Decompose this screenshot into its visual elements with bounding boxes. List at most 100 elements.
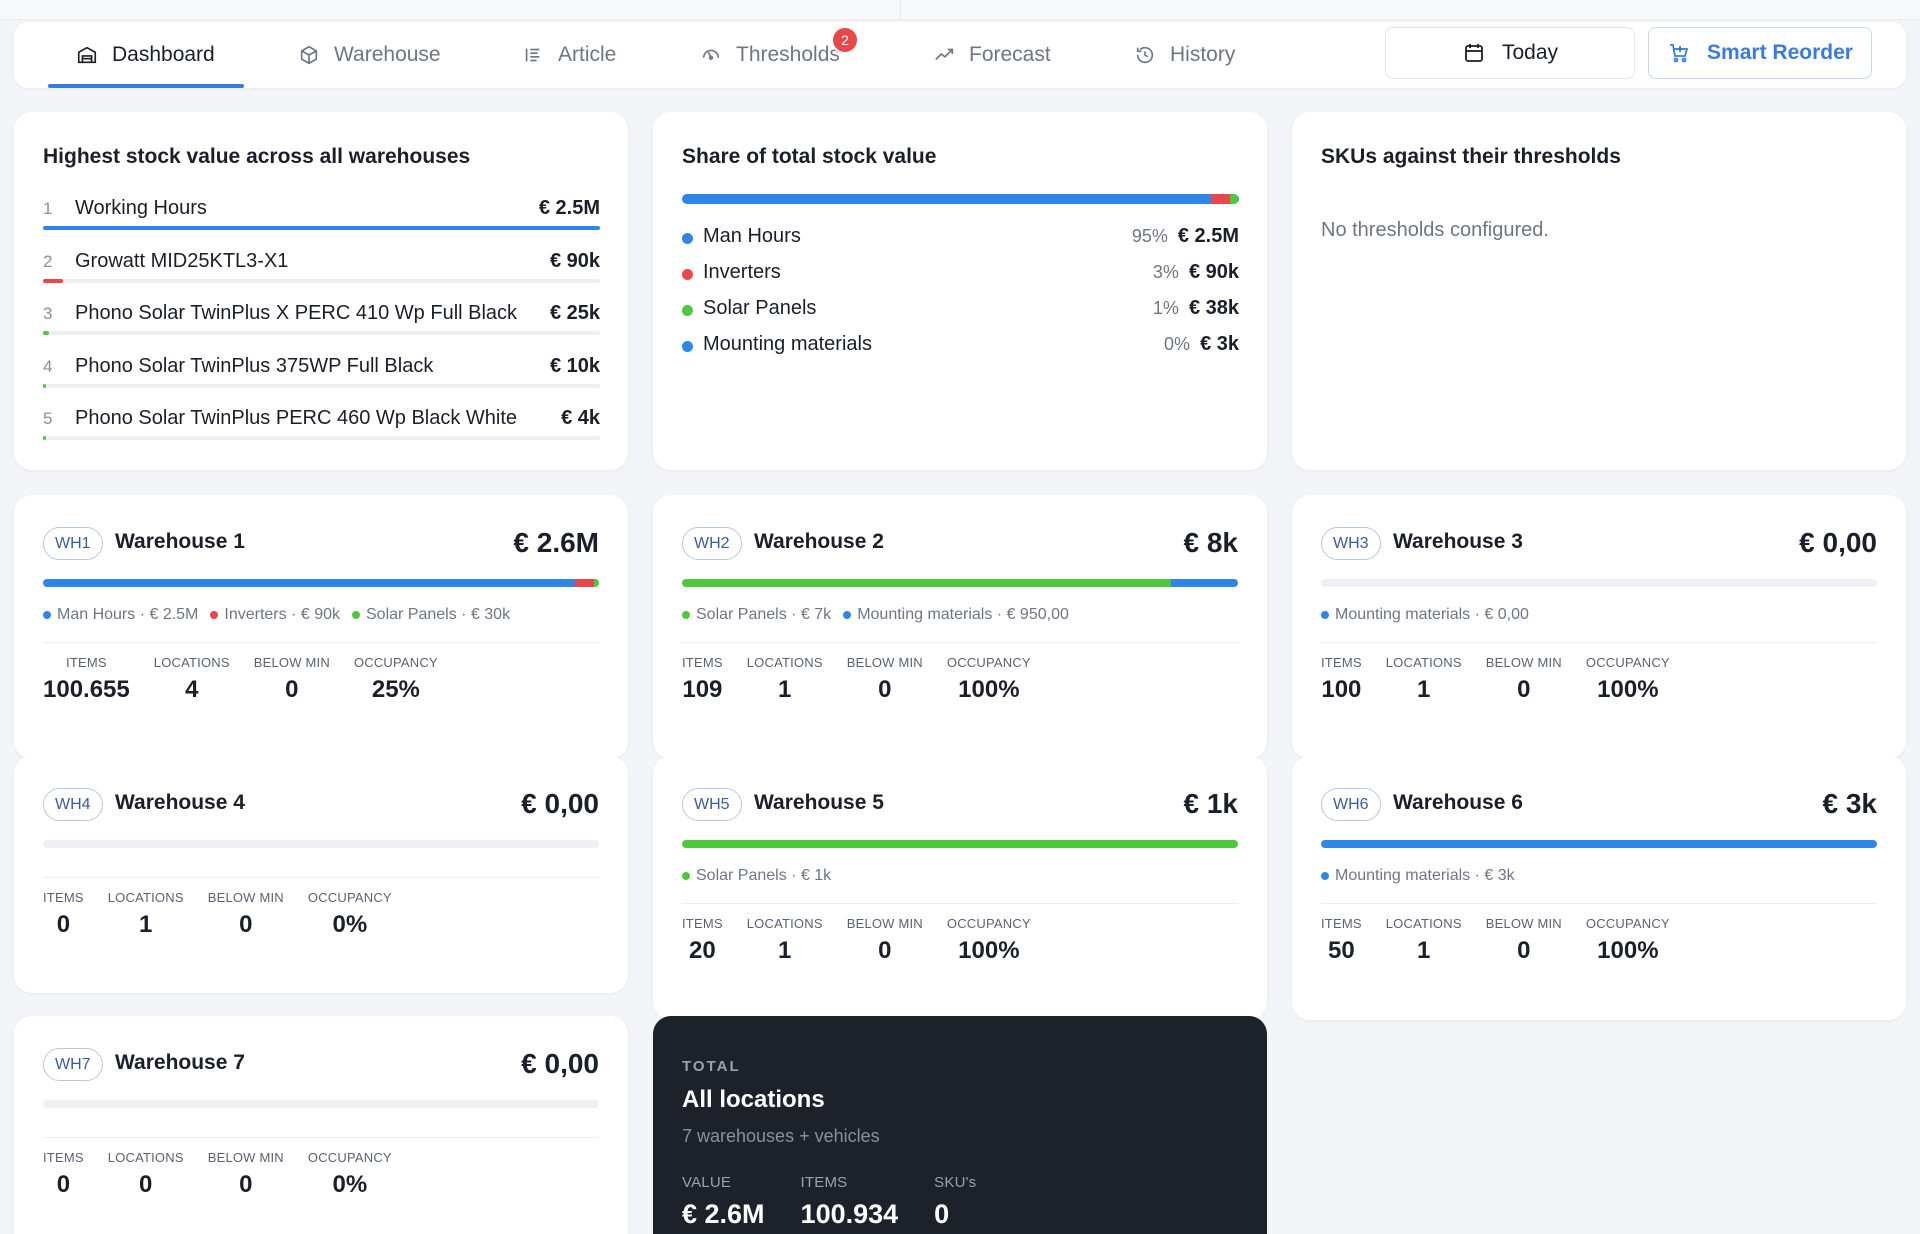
share-stock-value-title: Share of total stock value bbox=[682, 145, 937, 168]
occupancy-stat-label: OCCUPANCY bbox=[1585, 916, 1670, 931]
top-strip bbox=[0, 0, 1920, 20]
warehouse-header: WH2 Warehouse 2 € 8k bbox=[682, 527, 1238, 561]
locations-stat: LOCATIONS 0 bbox=[108, 1150, 184, 1199]
warehouse-legend-item: Mounting materials · € 950,00 bbox=[843, 606, 1069, 624]
warehouse-value: € 3k bbox=[1822, 788, 1878, 819]
warehouse-legend: Solar Panels · € 7k Mounting materials · … bbox=[682, 606, 1238, 624]
tab-history[interactable]: History bbox=[1134, 22, 1235, 88]
top-navbar: Dashboard Warehouse Article Thresholds 2… bbox=[14, 22, 1906, 88]
warehouse-card[interactable]: WH3 Warehouse 3 € 0,00 Mounting materials ·… bbox=[1292, 495, 1906, 759]
items-stat-value: 100.655 bbox=[43, 676, 130, 703]
active-tab-indicator bbox=[48, 84, 244, 88]
top-stock-value-row[interactable]: 2 Growatt MID25KTL3-X1 € 90k bbox=[43, 245, 600, 297]
items-stat-value: 109 bbox=[682, 676, 723, 703]
warehouse-value-bar bbox=[682, 579, 1238, 587]
tab-thresholds[interactable]: Thresholds bbox=[700, 22, 840, 88]
top-stock-value-row[interactable]: 1 Working Hours € 2.5M bbox=[43, 192, 600, 244]
warehouse-card[interactable]: WH5 Warehouse 5 € 1k Solar Panels · € 1k ITE… bbox=[653, 756, 1267, 1020]
warehouse-divider bbox=[43, 642, 599, 643]
warehouse-value: € 0,00 bbox=[1799, 527, 1877, 558]
warehouse-name: Warehouse 4 bbox=[115, 791, 245, 814]
top-stock-value-row[interactable]: 5 Phono Solar TwinPlus PERC 460 Wp Black … bbox=[43, 402, 600, 454]
warehouse-card[interactable]: WH7 Warehouse 7 € 0,00 ITEMS 0 LOCATIONS 0 BELO… bbox=[14, 1016, 628, 1234]
warehouse-divider bbox=[1321, 903, 1877, 904]
share-legend-row: Man Hours 95% € 2.5M bbox=[682, 224, 1239, 254]
gauge-icon bbox=[702, 49, 720, 60]
below-min-stat-label: BELOW MIN bbox=[846, 916, 923, 931]
value-track bbox=[43, 383, 600, 388]
total-card[interactable]: TOTAL All locations 7 warehouses + vehic… bbox=[653, 1016, 1267, 1234]
warehouse-legend: Solar Panels · € 1k bbox=[682, 867, 1238, 885]
tab-warehouse[interactable]: Warehouse bbox=[298, 22, 441, 88]
share-percent: 95% bbox=[1131, 226, 1168, 246]
total-items-stat: ITEMS 100.934 bbox=[801, 1174, 899, 1230]
warehouse-legend: Mounting materials · € 0,00 bbox=[1321, 606, 1877, 624]
tab-article[interactable]: Article bbox=[522, 22, 616, 88]
today-button[interactable]: Today bbox=[1385, 27, 1635, 79]
top-stock-value-row[interactable]: 3 Phono Solar TwinPlus X PERC 410 Wp Full… bbox=[43, 297, 600, 349]
items-stat-label: ITEMS bbox=[682, 916, 723, 931]
warehouse-header: WH7 Warehouse 7 € 0,00 bbox=[43, 1048, 599, 1082]
warehouse-legend-text: Solar Panels · € 1k bbox=[696, 867, 832, 884]
value-track bbox=[43, 436, 600, 440]
share-values: 0% € 3k bbox=[1164, 333, 1239, 356]
below-min-stat-value: 0 bbox=[878, 937, 892, 964]
tab-dashboard[interactable]: Dashboard bbox=[76, 22, 215, 88]
warehouse-card[interactable]: WH6 Warehouse 6 € 3k Mounting materials · €… bbox=[1292, 756, 1906, 1020]
top-strip-divider bbox=[900, 0, 901, 20]
warehouse-icon bbox=[77, 46, 97, 64]
items-stat-label: ITEMS bbox=[1321, 916, 1362, 931]
warehouse-legend-text: Mounting materials · € 950,00 bbox=[857, 606, 1069, 623]
below-min-stat: BELOW MIN 0 bbox=[847, 916, 923, 965]
items-stat-value: 50 bbox=[1328, 937, 1355, 964]
tab-forecast[interactable]: Forecast bbox=[933, 22, 1051, 88]
locations-stat-value: 0 bbox=[139, 1171, 153, 1198]
smart-reorder-button[interactable]: Smart Reorder bbox=[1648, 27, 1872, 79]
warehouse-card[interactable]: WH4 Warehouse 4 € 0,00 ITEMS 0 LOCATIONS 1 BELO… bbox=[14, 756, 628, 993]
below-min-stat: BELOW MIN 0 bbox=[1486, 655, 1562, 704]
occupancy-stat: OCCUPANCY 100% bbox=[947, 655, 1031, 704]
occupancy-stat-label: OCCUPANCY bbox=[307, 1150, 392, 1165]
warehouse-stats: ITEMS 109 LOCATIONS 1 BELOW MIN 0 OCCUPANCY 100… bbox=[682, 655, 1031, 704]
article-value: € 2.5M bbox=[538, 197, 600, 219]
occupancy-stat-value: 100% bbox=[1597, 937, 1659, 964]
legend-dot bbox=[682, 611, 690, 619]
items-stat: ITEMS 20 bbox=[682, 916, 723, 965]
locations-stat-value: 1 bbox=[1417, 937, 1431, 964]
items-stat: ITEMS 100.655 bbox=[43, 655, 130, 704]
items-stat: ITEMS 50 bbox=[1321, 916, 1362, 965]
legend-dot bbox=[1321, 872, 1329, 880]
warehouse-legend-text: Mounting materials · € 3k bbox=[1335, 867, 1515, 884]
warehouse-card[interactable]: WH2 Warehouse 2 € 8k Solar Panels · € 7k Mou… bbox=[653, 495, 1267, 759]
share-category-label: Inverters bbox=[703, 261, 781, 283]
below-min-stat-value: 0 bbox=[285, 676, 299, 703]
legend-dot bbox=[682, 872, 690, 880]
smart-reorder-label: Smart Reorder bbox=[1707, 41, 1853, 64]
warehouse-bar-segment bbox=[682, 579, 1172, 587]
occupancy-stat-value: 100% bbox=[958, 676, 1020, 703]
items-stat-label: ITEMS bbox=[1321, 655, 1362, 670]
warehouse-legend-item: Solar Panels · € 1k bbox=[682, 867, 831, 885]
legend-dot bbox=[843, 611, 852, 619]
total-value-label: VALUE bbox=[682, 1174, 732, 1191]
warehouse-legend-item: Man Hours · € 2.5M bbox=[43, 606, 198, 624]
warehouse-divider bbox=[43, 877, 599, 878]
warehouse-code-badge: WH5 bbox=[682, 788, 742, 821]
legend-dot bbox=[43, 611, 51, 619]
warehouse-legend-text: Solar Panels · € 30k bbox=[366, 606, 511, 623]
below-min-stat-label: BELOW MIN bbox=[846, 655, 923, 670]
top-stock-value-row[interactable]: 4 Phono Solar TwinPlus 375WP Full Black € … bbox=[43, 350, 600, 402]
share-percent: 0% bbox=[1164, 334, 1191, 354]
warehouse-stats: ITEMS 0 LOCATIONS 0 BELOW MIN 0 OCCUPANCY 0% bbox=[43, 1150, 392, 1199]
below-min-stat-value: 0 bbox=[878, 676, 892, 703]
rank-number: 5 bbox=[43, 409, 53, 428]
below-min-stat: BELOW MIN 0 bbox=[208, 1150, 284, 1199]
warehouse-code-badge: WH6 bbox=[1321, 788, 1381, 821]
locations-stat: LOCATIONS 1 bbox=[1386, 916, 1462, 965]
occupancy-stat: OCCUPANCY 25% bbox=[354, 655, 438, 704]
warehouse-bar-segment bbox=[593, 579, 599, 587]
warehouse-card[interactable]: WH1 Warehouse 1 € 2.6M Man Hours · € 2.5M In… bbox=[14, 495, 628, 759]
warehouse-code-badge: WH3 bbox=[1321, 527, 1381, 560]
below-min-stat: BELOW MIN 0 bbox=[208, 890, 284, 939]
warehouse-stats: ITEMS 100.655 LOCATIONS 4 BELOW MIN 0 OCCUPANC… bbox=[43, 655, 438, 704]
